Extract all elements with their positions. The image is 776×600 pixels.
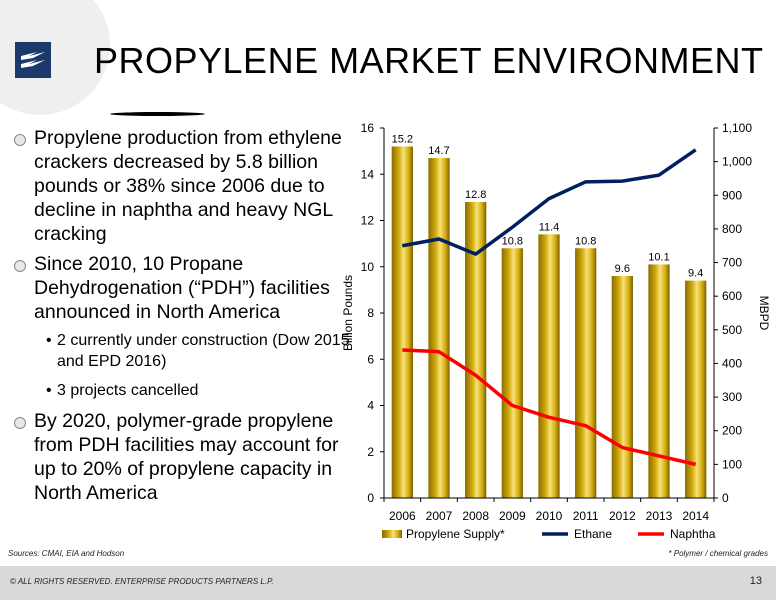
- y-tick-label-right: 600: [722, 289, 742, 303]
- sub-bullet-item: • 2 currently under construction (Dow 20…: [14, 330, 359, 372]
- company-logo: [15, 42, 51, 78]
- ethane-line: [402, 148, 697, 256]
- y-tick-label-left: 12: [361, 214, 375, 228]
- data-label: 11.4: [539, 221, 560, 233]
- footnote: * Polymer / chemical grades: [668, 549, 768, 558]
- y-tick-label-right: 1,100: [722, 121, 752, 135]
- bullet-item: Propylene production from ethylene crack…: [14, 126, 359, 246]
- copyright-text: © ALL RIGHTS RESERVED. ENTERPRISE PRODUC…: [10, 577, 274, 586]
- bar-2007: [428, 158, 450, 498]
- legend-label-naphtha: Naphtha: [670, 527, 716, 541]
- data-label: 10.1: [648, 251, 669, 263]
- data-label: 9.6: [615, 263, 630, 275]
- y-tick-label-right: 700: [722, 256, 742, 270]
- data-label: 12.8: [465, 189, 486, 201]
- y-tick-label-left: 16: [361, 121, 375, 135]
- bar-2008: [465, 202, 487, 498]
- bar-2006: [391, 146, 413, 498]
- bar-2011: [575, 248, 597, 498]
- y-tick-label-right: 0: [722, 491, 729, 505]
- legend-swatch-propylene: [382, 530, 402, 538]
- page-title: PROPYLENE MARKET ENVIRONMENT: [94, 40, 764, 81]
- y-axis-title-right: MBPD: [757, 296, 771, 331]
- bullet-dot-icon: •: [46, 332, 52, 349]
- y-tick-label-right: 500: [722, 323, 742, 337]
- page-number: 13: [749, 575, 762, 587]
- y-tick-label-left: 2: [367, 445, 374, 459]
- bar-2010: [538, 234, 560, 498]
- bar-2012: [611, 276, 633, 498]
- footer-bar: © ALL RIGHTS RESERVED. ENTERPRISE PRODUC…: [0, 566, 776, 600]
- legend-label-ethane: Ethane: [574, 527, 612, 541]
- y-tick-label-left: 10: [361, 260, 375, 274]
- sources-note: Sources: CMAI, EIA and Hodson: [8, 549, 125, 558]
- data-label: 14.7: [428, 145, 449, 157]
- bullet-circle-icon: [14, 134, 26, 146]
- x-tick-label: 2009: [499, 509, 526, 523]
- x-tick-label: 2006: [389, 509, 416, 523]
- bar-2013: [648, 264, 670, 498]
- bullet-item: By 2020, polymer-grade propylene from PD…: [14, 409, 359, 505]
- x-tick-label: 2011: [573, 509, 599, 523]
- y-tick-label-right: 300: [722, 390, 742, 404]
- bullet-text: By 2020, polymer-grade propylene from PD…: [34, 410, 339, 504]
- sub-bullet-item: • 3 projects cancelled: [14, 380, 359, 401]
- bullet-dot-icon: •: [46, 382, 52, 399]
- y-axis-title-left: Billion Pounds: [341, 275, 355, 351]
- sub-bullet-text: 3 projects cancelled: [57, 382, 199, 399]
- data-label: 10.8: [502, 235, 523, 247]
- y-tick-label-left: 4: [367, 399, 374, 413]
- bullet-item: Since 2010, 10 Propane Dehydrogenation (…: [14, 252, 359, 324]
- x-tick-label: 2014: [682, 509, 709, 523]
- y-tick-label-left: 0: [367, 491, 374, 505]
- y-tick-label-right: 1,000: [722, 155, 752, 169]
- y-tick-label-right: 200: [722, 424, 742, 438]
- bullet-text: Since 2010, 10 Propane Dehydrogenation (…: [34, 253, 330, 323]
- data-label: 9.4: [688, 268, 703, 280]
- data-label: 10.8: [575, 235, 596, 247]
- y-tick-label-right: 400: [722, 356, 742, 370]
- x-tick-label: 2013: [646, 509, 673, 523]
- y-tick-label-left: 8: [367, 306, 374, 320]
- bullet-circle-icon: [14, 417, 26, 429]
- y-tick-label-left: 14: [361, 167, 375, 181]
- bullet-list: Propylene production from ethylene crack…: [14, 126, 359, 511]
- y-tick-label-right: 100: [722, 457, 742, 471]
- x-tick-label: 2012: [609, 509, 636, 523]
- bullet-circle-icon: [14, 260, 26, 272]
- propylene-chart: 15.2 14.7 12.8 10.8 11.4 10.8 9.6 10.1 9.4 0 2 4 6 8 1…: [341, 121, 771, 541]
- y-tick-label-left: 6: [367, 352, 374, 366]
- bar-2014: [685, 280, 707, 498]
- bar-2009: [501, 248, 523, 498]
- x-tick-label: 2010: [536, 509, 563, 523]
- legend-label-propylene: Propylene Supply*: [406, 527, 505, 541]
- y-tick-label-right: 900: [722, 188, 742, 202]
- data-label: 15.2: [392, 134, 413, 146]
- title-underline: [110, 112, 205, 116]
- y-tick-label-right: 800: [722, 222, 742, 236]
- x-tick-label: 2008: [462, 509, 489, 523]
- sub-bullet-text: 2 currently under construction (Dow 2015…: [57, 332, 350, 370]
- bullet-text: Propylene production from ethylene crack…: [34, 127, 342, 245]
- x-tick-label: 2007: [426, 509, 453, 523]
- naphtha-line: [402, 348, 697, 467]
